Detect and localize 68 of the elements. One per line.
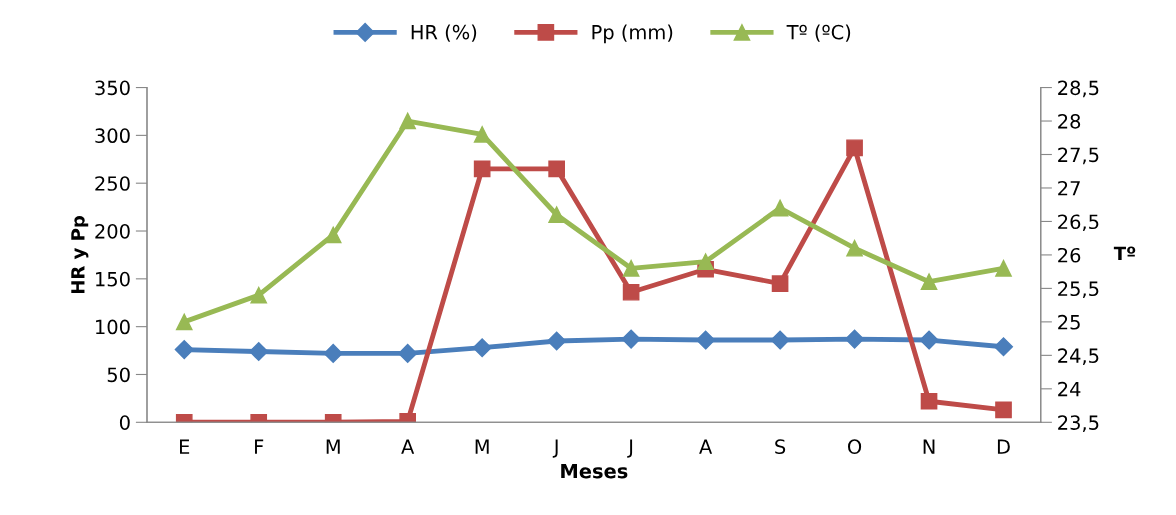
point (324, 226, 342, 244)
legend-label: Pp (mm) (592, 24, 673, 44)
y-tick-label: 100 (96, 319, 130, 335)
x-tick-label: A (401, 439, 415, 454)
y2-tick-label: 25,5 (1058, 281, 1099, 299)
y2-tick-label: 25 (1058, 314, 1080, 330)
point (920, 392, 938, 410)
point (174, 340, 194, 360)
point (993, 337, 1014, 357)
y2-tick-label: 27,5 (1058, 147, 1099, 165)
point (399, 112, 417, 130)
y2-tick-label: 23,5 (1058, 415, 1099, 432)
point (622, 283, 640, 301)
point (548, 160, 565, 178)
y-tick-label: 350 (95, 80, 130, 96)
point (696, 330, 716, 350)
point (622, 259, 640, 277)
point (995, 401, 1012, 419)
point (548, 206, 565, 224)
point (846, 239, 863, 257)
point (398, 343, 418, 363)
y-tick-label: 300 (95, 128, 130, 144)
x-axis-title: Meses (561, 463, 628, 479)
x-tick-label: J (627, 439, 633, 458)
x-tick-label: F (255, 439, 264, 454)
y-tick-label: 0 (119, 415, 130, 430)
y2-tick-label: 24,5 (1058, 348, 1099, 365)
y2-tick-label: 24 (1058, 381, 1081, 397)
point (250, 286, 268, 304)
point (175, 313, 193, 331)
y2-tick-label: 26,5 (1058, 214, 1099, 232)
point (771, 199, 789, 217)
y-tick-label: 250 (95, 176, 130, 191)
y-tick-label: 150 (96, 271, 130, 287)
point (771, 275, 789, 292)
y2-tick-label: 28 (1058, 113, 1081, 129)
legend-label: Tº (ºC) (786, 24, 851, 42)
y2-tick-label: 28,5 (1058, 80, 1099, 98)
point (621, 329, 641, 349)
y2-tick-label: 26 (1058, 247, 1081, 263)
x-tick-label: D (997, 439, 1010, 454)
point (770, 330, 790, 350)
legend-label: HR (%) (411, 24, 477, 42)
point (323, 343, 343, 363)
x-tick-label: E (180, 439, 190, 454)
x-tick-label: M (475, 439, 489, 454)
point (995, 259, 1012, 277)
point (846, 139, 863, 157)
point (920, 273, 938, 291)
x-tick-label: O (848, 439, 862, 455)
point (547, 331, 567, 351)
x-tick-label: N (923, 439, 935, 454)
point (473, 160, 491, 178)
y-tick-label: 200 (95, 223, 130, 239)
point (697, 253, 714, 270)
x-tick-label: S (775, 439, 786, 455)
y-axis-title: HR y Pp (71, 215, 89, 294)
point (473, 126, 491, 143)
point (845, 329, 865, 349)
x-tick-label: J (552, 439, 558, 458)
point (919, 330, 939, 350)
x-tick-label: M (326, 439, 340, 454)
point (249, 341, 269, 362)
point (472, 338, 492, 358)
y2-axis-title: Tº (1113, 246, 1136, 260)
x-tick-label: A (699, 439, 713, 454)
y-tick-label: 50 (107, 367, 130, 383)
y2-tick-label: 27 (1058, 180, 1080, 196)
